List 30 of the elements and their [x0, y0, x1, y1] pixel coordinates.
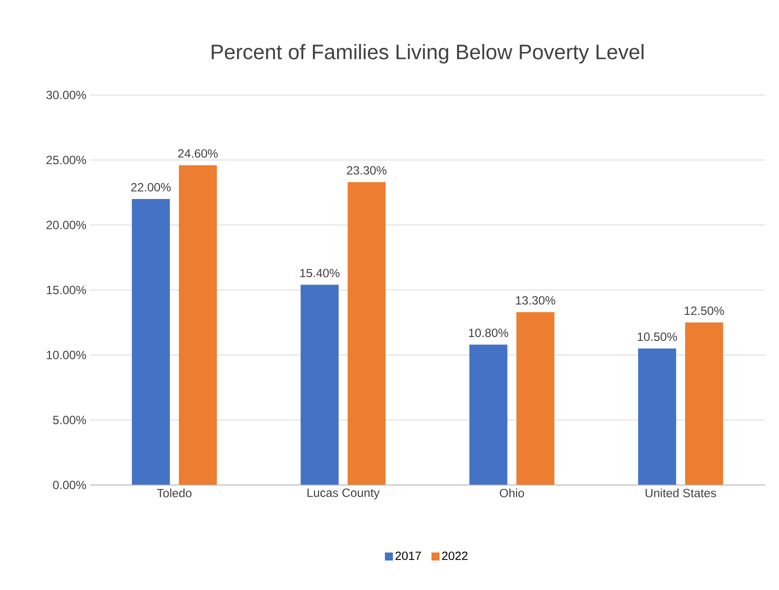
legend-label: 2022: [442, 552, 468, 560]
data-label: 10.80%: [469, 328, 508, 338]
chart-title: Percent of Families Living Below Poverty Level: [212, 44, 644, 64]
data-label: 10.50%: [638, 332, 677, 341]
bar: [132, 199, 170, 485]
y-tick-label: 20.00%: [46, 220, 86, 230]
y-tick-label: 5.00%: [53, 416, 86, 424]
y-tick-label: 30.00%: [46, 90, 86, 100]
y-tick-label: 15.00%: [46, 286, 86, 294]
data-label: 12.50%: [684, 306, 724, 315]
y-tick-label: 10.00%: [46, 350, 86, 360]
bar: [178, 165, 217, 485]
x-tick-label: Lucas County: [308, 488, 380, 500]
bar: [300, 284, 339, 485]
data-label: 15.40%: [300, 268, 340, 278]
data-label: 23.30%: [346, 166, 386, 175]
data-label: 13.30%: [516, 296, 556, 305]
bar: [685, 322, 724, 485]
data-label: 22.00%: [131, 183, 171, 192]
bar: [348, 182, 386, 485]
y-tick-label: 0.00%: [53, 480, 86, 490]
y-tick-label: 25.00%: [46, 156, 86, 164]
bar: [469, 344, 508, 485]
x-tick-label: United States: [646, 488, 716, 498]
x-tick-label: Ohio: [500, 488, 524, 498]
bar: [516, 312, 554, 485]
data-label: 24.60%: [178, 149, 218, 158]
legend-label: 2017: [396, 552, 421, 560]
x-tick-label: Toledo: [157, 488, 192, 498]
bar: [638, 348, 676, 485]
